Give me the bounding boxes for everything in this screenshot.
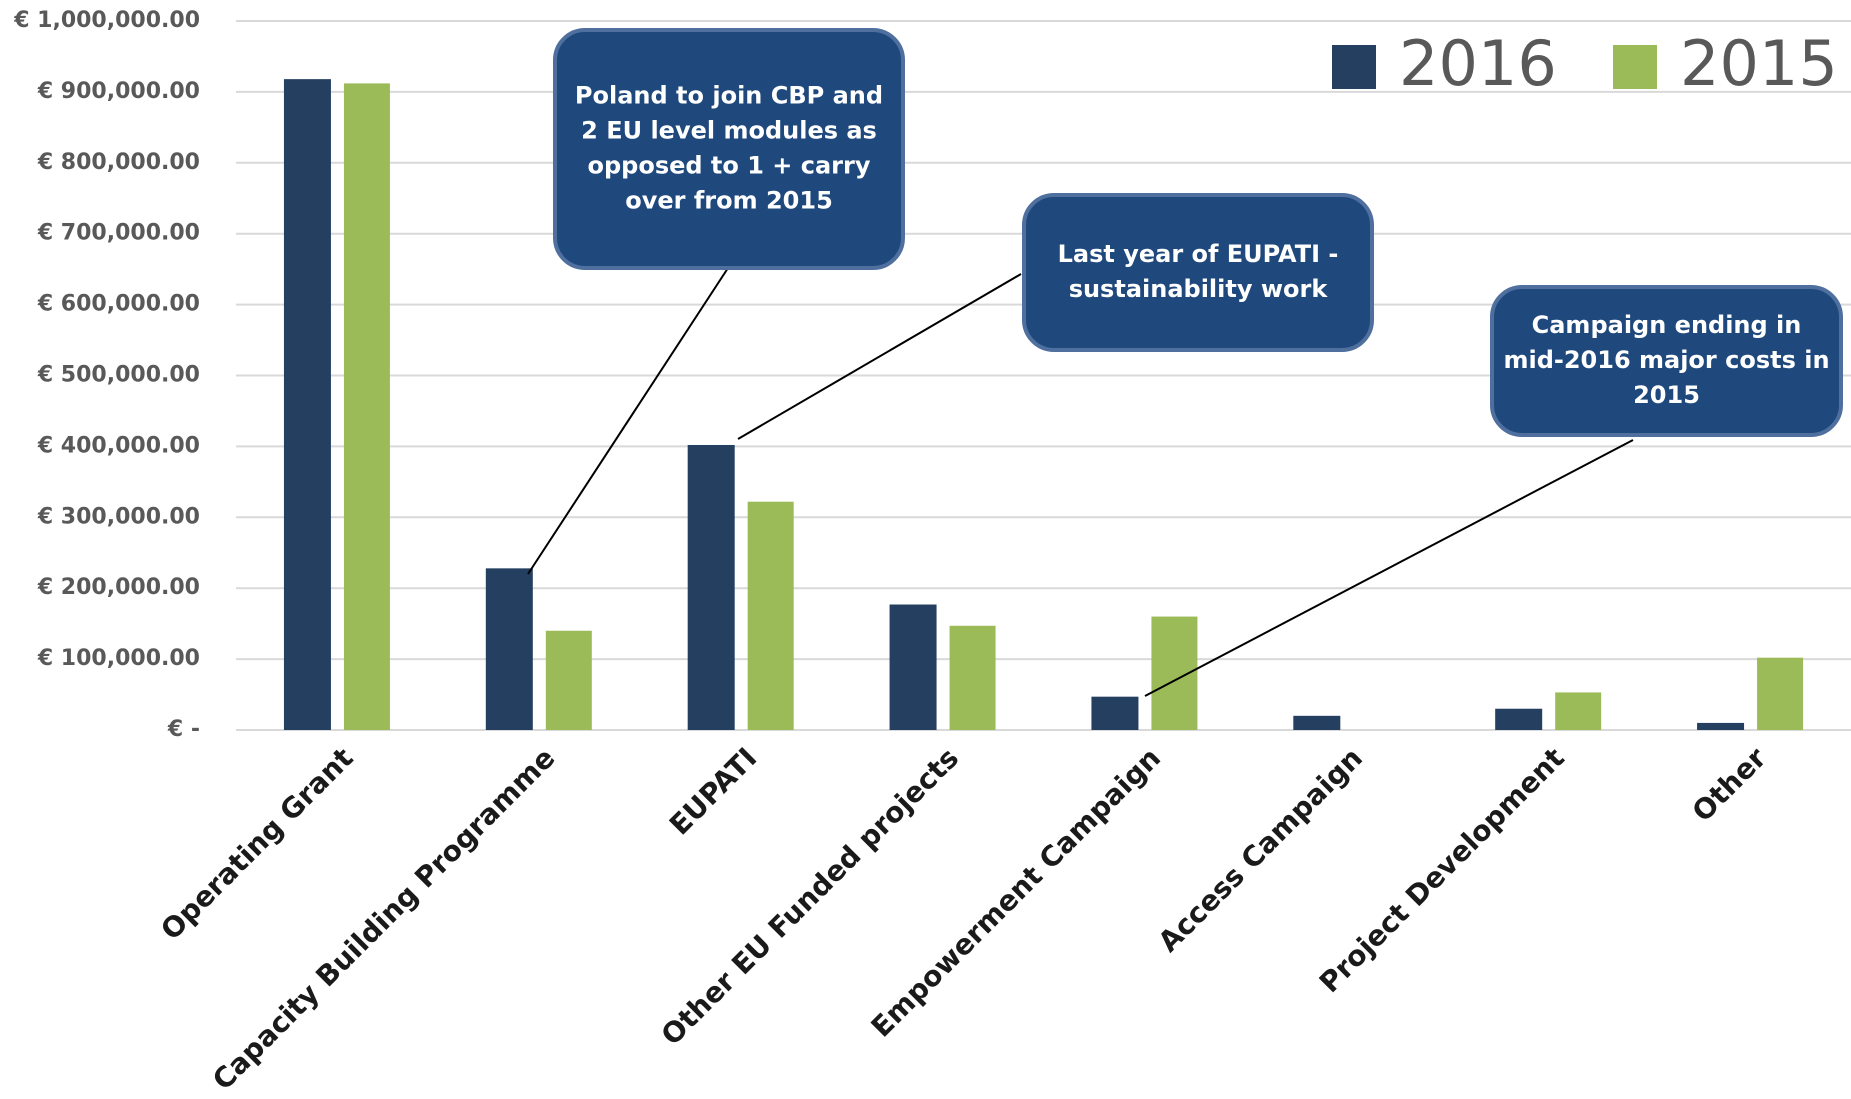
callout-text: opposed to 1 + carry	[587, 152, 870, 180]
bar	[889, 604, 937, 730]
callout-leader	[527, 267, 729, 575]
legend-swatch	[1332, 45, 1376, 89]
callout-text: 2015	[1633, 381, 1700, 409]
y-tick-label: € 700,000.00	[37, 221, 200, 246]
callout-text: Last year of EUPATI -	[1058, 240, 1339, 268]
legend-label: 2015	[1680, 27, 1838, 100]
bar	[343, 83, 390, 731]
legend-label: 2016	[1399, 27, 1557, 100]
x-tick-label: Capacity Building Programme	[206, 741, 561, 1096]
callout-text: mid-2016 major costs in	[1503, 346, 1829, 374]
bar	[1293, 715, 1341, 730]
x-tick-label: Operating Grant	[154, 741, 359, 946]
bar	[485, 568, 533, 730]
legend-swatch	[1613, 45, 1657, 89]
callout-leader	[737, 273, 1022, 440]
callout-box	[553, 28, 905, 270]
x-tick-label: Access Campaign	[1152, 741, 1369, 958]
y-tick-label: € 300,000.00	[37, 504, 200, 529]
x-tick-label: EUPATI	[663, 741, 763, 841]
callout-text: sustainability work	[1069, 275, 1329, 303]
bar	[1757, 657, 1804, 730]
y-tick-label: € 800,000.00	[37, 150, 200, 175]
y-tick-label: € 900,000.00	[37, 79, 200, 104]
y-tick-label: € 400,000.00	[37, 433, 200, 458]
bar	[1495, 708, 1543, 730]
bar	[1697, 722, 1745, 730]
x-tick-label: Other	[1686, 741, 1773, 828]
y-tick-label: € 600,000.00	[37, 292, 200, 317]
y-tick-label: € 500,000.00	[37, 363, 200, 388]
y-tick-label: € 200,000.00	[37, 575, 200, 600]
bar	[545, 630, 592, 730]
callout-box	[1490, 285, 1843, 437]
callout-leader	[1144, 439, 1634, 697]
callout-text: 2 EU level modules as	[581, 117, 877, 145]
y-tick-label: € -	[167, 717, 200, 742]
y-tick-label: € 100,000.00	[37, 646, 200, 671]
callout-box	[1022, 193, 1374, 352]
bar	[687, 444, 735, 730]
bar	[747, 501, 794, 730]
bar	[1555, 692, 1602, 730]
bar	[1151, 616, 1198, 730]
bar	[1091, 696, 1139, 730]
bar	[949, 625, 996, 730]
callout-text: Campaign ending in	[1532, 311, 1802, 339]
callout-text: over from 2015	[625, 187, 833, 215]
callout-text: Poland to join CBP and	[575, 82, 883, 110]
y-tick-label: € 1,000,000.00	[13, 8, 200, 33]
bar	[283, 79, 331, 730]
